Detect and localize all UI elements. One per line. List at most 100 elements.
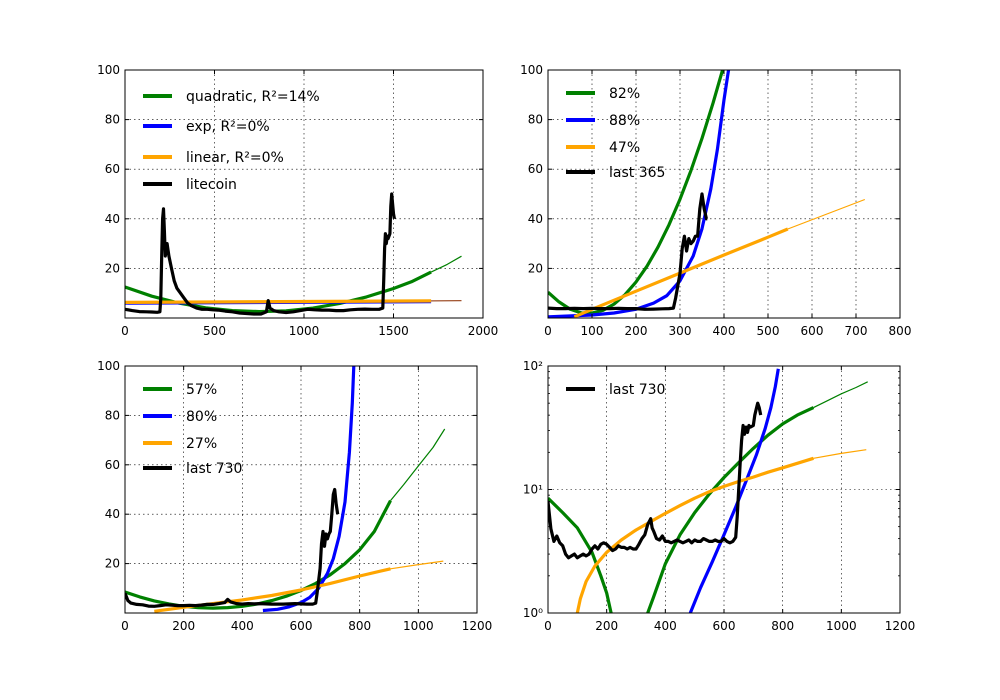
legend: quadratic, R²=14% exp, R²=0% linear, R²=0%… [143,89,320,193]
x-tick-label: 500 [203,324,226,338]
y-tick-label: 40 [528,212,543,226]
panel-bottom-right: 0 200 400 600 800 1000 1200 10⁰ 10¹ 10² last 730 [523,359,915,633]
panel-top-left: 0 500 1000 1500 2000 20 40 60 80 100 quadratic, R²… [97,63,498,338]
x-tick-label: 200 [172,619,195,633]
y-tick-label: 20 [105,557,120,571]
x-tick-label: 1500 [378,324,409,338]
x-tick-label: 600 [713,619,736,633]
tick-labels: 0 100 200 300 400 500 600 700 800 20 40 60 80 100 [520,63,911,338]
y-tick-label: 10⁰ [523,606,543,620]
x-tick-label: 400 [654,619,677,633]
series-line-57 [125,499,392,610]
tick-labels: 0 200 400 600 800 1000 1200 20 40 60 80 100 [97,359,492,633]
series-line-27-extrapolated [813,449,867,459]
series-line-47-extrapolated [787,198,866,230]
series-line-80 [262,366,356,613]
y-tick-label: 100 [520,63,543,77]
series-line-80 [688,368,780,613]
series-line-litecoin [125,192,396,316]
y-tick-label: 100 [97,63,120,77]
legend-label-linear-r-0: linear, R²=0% [186,150,284,166]
series-group [548,70,866,318]
panel-bottom-left: 0 200 400 600 800 1000 1200 20 40 60 80 100 57% 80% 27… [97,359,492,633]
y-tick-label: 20 [528,261,543,275]
legend-label-27: 27% [186,436,217,452]
legend-label-88: 88% [609,113,640,129]
x-tick-label: 0 [121,324,129,338]
legend: 57% 80% 27% last 730 [143,382,242,477]
legend-label-57: 57% [186,382,217,398]
tick-marks [124,69,484,318]
legend: 82% 88% 47% last 365 [566,86,665,181]
series-line-57-extrapolated [390,428,446,501]
series-line-57-extrapolated [813,381,868,409]
y-tick-label: 100 [97,359,120,373]
x-tick-label: 2000 [468,324,499,338]
legend-label-exp-r-0: exp, R²=0% [186,119,270,135]
y-tick-label: 80 [105,408,120,422]
tick-labels: 0 200 400 600 800 1000 1200 10⁰ 10¹ 10² [523,359,915,633]
x-tick-label: 800 [348,619,371,633]
y-tick-label: 10¹ [523,483,543,497]
series-line-last-730 [125,487,340,608]
legend-label-47: 47% [609,140,640,156]
series-line-last-365 [548,192,708,311]
series-line-27 [575,456,814,613]
tick-marks [547,69,901,318]
series-line-82 [548,70,725,315]
y-tick-label: 20 [105,261,120,275]
series-line-57 [548,497,613,613]
x-tick-label: 400 [231,619,254,633]
y-tick-label: 40 [105,212,120,226]
legend-label-82: 82% [609,86,640,102]
y-tick-label: 10² [523,359,543,373]
series-group [125,192,462,316]
tick-marks [547,365,901,614]
legend: last 730 [566,382,665,398]
x-tick-label: 1000 [403,619,434,633]
legend-label-quadratic-r-14: quadratic, R²=14% [186,89,320,105]
x-tick-label: 0 [121,619,129,633]
x-tick-label: 600 [801,324,824,338]
tick-marks [124,365,478,613]
y-tick-label: 60 [105,458,120,472]
y-tick-label: 80 [528,113,543,127]
x-tick-label: 1000 [289,324,320,338]
series-group [548,368,868,613]
y-tick-label: 60 [105,162,120,176]
tick-labels: 0 500 1000 1500 2000 20 40 60 80 100 [97,63,498,338]
series-line-27-extrapolated [390,560,444,570]
x-tick-label: 600 [290,619,313,633]
series-line-57-right-branch [646,406,815,613]
x-tick-label: 800 [771,619,794,633]
legend-label-last-365: last 365 [609,165,665,181]
series-line-27 [154,567,391,613]
grid [124,365,478,613]
x-tick-label: 1200 [885,619,916,633]
legend-label-litecoin: litecoin [186,177,237,193]
legend-label-80: 80% [186,409,217,425]
x-tick-label: 100 [581,324,604,338]
y-tick-label: 40 [105,507,120,521]
x-tick-label: 400 [713,324,736,338]
series-line-last-730 [548,401,763,560]
series-group [125,366,446,613]
y-tick-label: 60 [528,162,543,176]
x-tick-label: 1000 [826,619,857,633]
legend-label-last-730: last 730 [186,461,242,477]
legend-label-last-730: last 730 [609,382,665,398]
x-tick-label: 800 [889,324,912,338]
x-tick-label: 300 [669,324,692,338]
x-tick-label: 700 [845,324,868,338]
x-tick-label: 500 [757,324,780,338]
x-tick-label: 200 [625,324,648,338]
grid [124,69,484,318]
y-tick-label: 80 [105,113,120,127]
x-tick-label: 200 [595,619,618,633]
x-tick-label: 0 [544,324,552,338]
x-tick-label: 1200 [462,619,493,633]
panel-top-right: 0 100 200 300 400 500 600 700 8002040608010082%8… [520,63,911,338]
series-line-linear-r-0 [125,299,432,304]
series-line-quadratic-r-14-extrapolated [430,255,462,273]
